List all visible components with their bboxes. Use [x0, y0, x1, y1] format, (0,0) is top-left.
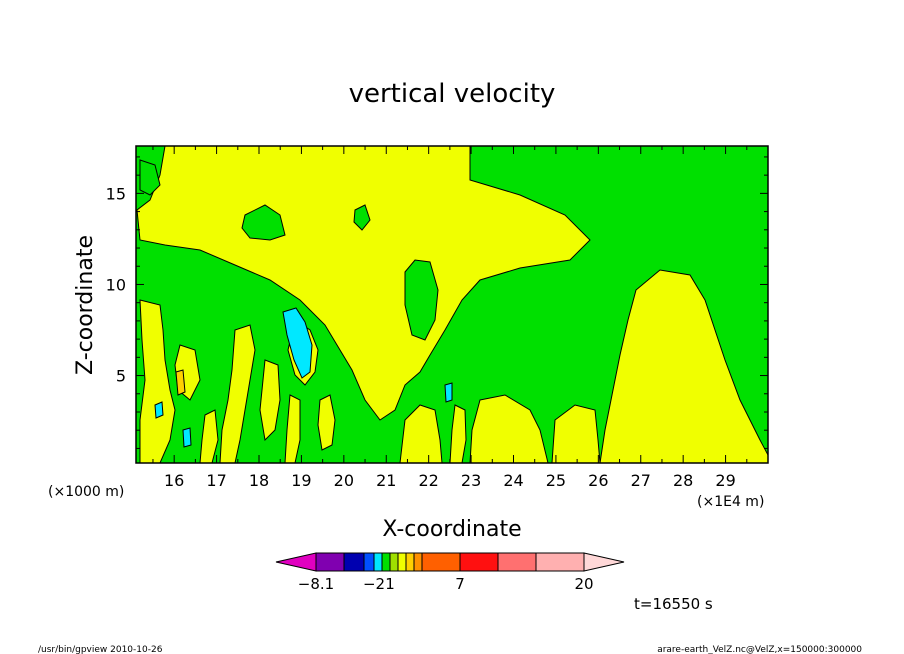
x-tick-label: 23	[461, 471, 481, 490]
x-tick-label: 27	[631, 471, 651, 490]
x-tick-label: 24	[503, 471, 523, 490]
colorbar-segment	[389, 552, 399, 572]
x-tick-label: 21	[376, 471, 396, 490]
colorbar-left-arrow	[275, 552, 317, 572]
strong-negative-regions	[154, 307, 453, 448]
footer-program: /usr/bin/gpview 2010-10-26	[38, 645, 163, 654]
y-unit-note: (×1000 m)	[48, 484, 124, 500]
x-tick-label: 25	[546, 471, 566, 490]
colorbar-label: −2	[363, 575, 385, 593]
timestamp: t=16550 s	[634, 595, 713, 613]
colorbar-label: −8.1	[298, 575, 334, 593]
colorbar-segment	[373, 552, 383, 572]
x-unit-note: (×1E4 m)	[697, 494, 764, 510]
colorbar-label: 7	[455, 575, 465, 593]
negative-regions	[139, 159, 439, 341]
x-tick-label: 28	[673, 471, 693, 490]
x-tick-label: 18	[249, 471, 269, 490]
strong-positive-regions	[175, 369, 186, 396]
colorbar-right-arrow	[583, 552, 625, 572]
colorbar-segment	[397, 552, 407, 572]
plot-area	[135, 145, 769, 464]
x-tick-label: 29	[715, 471, 735, 490]
colorbar-segment	[413, 552, 423, 572]
y-tick-label: 15	[106, 184, 126, 203]
x-tick-label: 19	[291, 471, 311, 490]
y-tick-label: 10	[106, 275, 126, 294]
y-axis-label: Z-coordinate	[73, 235, 98, 375]
footer-source: arare-earth_VelZ.nc@VelZ,x=150000:300000	[657, 645, 862, 654]
colorbar-segment	[381, 552, 391, 572]
x-tick-label: 17	[206, 471, 226, 490]
colorbar-label: 1	[385, 575, 395, 593]
colorbar-segment	[363, 552, 375, 572]
x-tick-label: 16	[164, 471, 184, 490]
colorbar-segment	[459, 552, 499, 572]
chart-title: vertical velocity	[349, 79, 556, 109]
x-tick-label: 22	[418, 471, 438, 490]
colorbar-label: 20	[574, 575, 593, 593]
colorbar-segment	[421, 552, 461, 572]
y-tick-label: 5	[116, 367, 126, 386]
x-tick-label: 20	[334, 471, 354, 490]
colorbar-segment	[535, 552, 585, 572]
x-axis-label: X-coordinate	[382, 517, 521, 542]
x-tick-label: 26	[588, 471, 608, 490]
colorbar	[275, 552, 625, 572]
colorbar-segment	[497, 552, 537, 572]
colorbar-segment	[343, 552, 365, 572]
colorbar-segment	[315, 552, 345, 572]
colorbar-segment	[405, 552, 415, 572]
